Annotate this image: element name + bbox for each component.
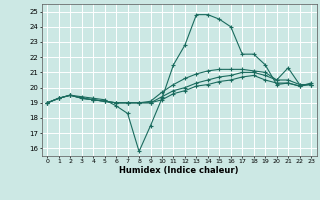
X-axis label: Humidex (Indice chaleur): Humidex (Indice chaleur): [119, 166, 239, 175]
